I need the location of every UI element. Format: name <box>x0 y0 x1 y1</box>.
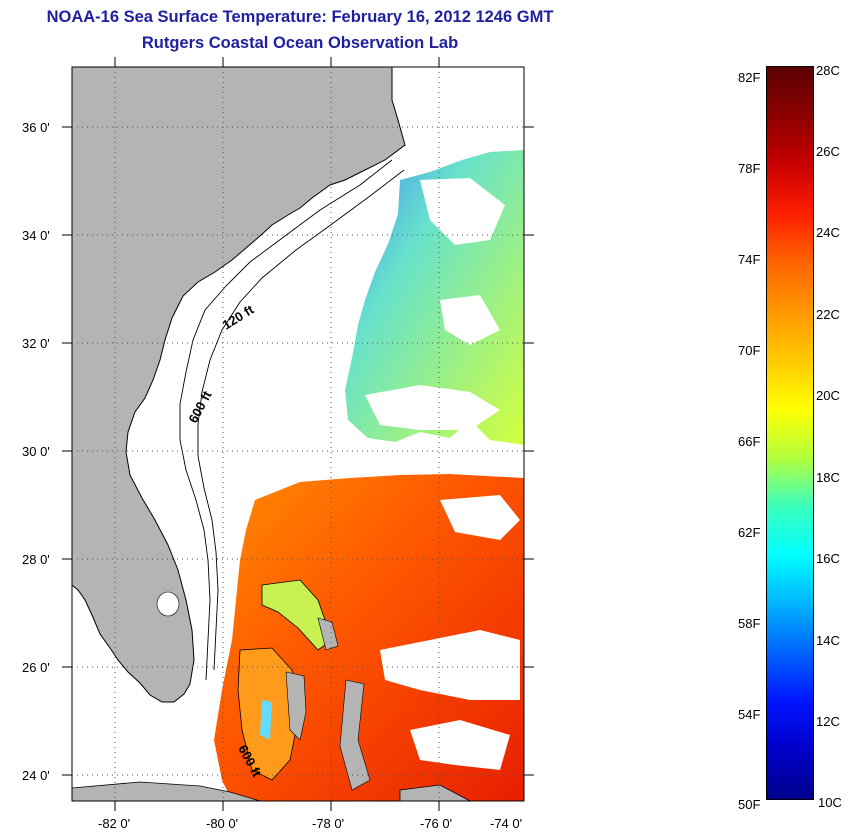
colorbar-f-label: 66F <box>738 434 761 449</box>
map-subtitle: Rutgers Coastal Ocean Observation Lab <box>141 34 459 52</box>
colorbar-f-label: 82F <box>738 70 761 85</box>
contour-label: 120 ft <box>220 301 257 332</box>
colorbar-c-label: 14C <box>816 633 840 648</box>
lat-label: 36 0' <box>22 120 50 135</box>
colorbar-c-label: 20C <box>816 388 840 403</box>
colorbar-f-label: 62F <box>738 525 761 540</box>
axis-ticks <box>62 57 534 811</box>
lat-label: 26 0' <box>22 660 50 675</box>
colorbar-f-label: 70F <box>738 343 761 358</box>
graticule <box>72 67 524 801</box>
lat-label: 34 0' <box>22 228 50 243</box>
colorbar-f-label: 78F <box>738 161 761 176</box>
colorbar-c-label: 28C <box>816 63 840 78</box>
lake-okeechobee <box>156 591 180 617</box>
colorbar-f-label: 50F <box>738 797 761 812</box>
land-mass <box>72 67 406 703</box>
colorbar-c-label: 18C <box>816 470 840 485</box>
lat-label: 28 0' <box>22 552 50 567</box>
lon-label: -80 0' <box>206 816 238 831</box>
colorbar-f-label: 58F <box>738 616 761 631</box>
contour-120ft <box>179 159 393 681</box>
colorbar-f-label: 74F <box>738 252 761 267</box>
lat-label: 24 0' <box>22 768 50 783</box>
lon-label: -74 0' <box>490 816 522 831</box>
lon-label: -82 0' <box>98 816 130 831</box>
bahamas-bank <box>261 579 333 651</box>
colorbar-c-label: 22C <box>816 307 840 322</box>
colorbar-c-label: 16C <box>816 551 840 566</box>
lon-label: -76 0' <box>420 816 452 831</box>
map-title: NOAA-16 Sea Surface Temperature: Februar… <box>46 8 554 26</box>
contour-label: 600 ft <box>185 388 215 426</box>
colorbar-c-label: 10C <box>818 795 842 810</box>
colorbar-c-label: 26C <box>816 144 840 159</box>
colorbar-f-label: 54F <box>738 707 761 722</box>
lon-label: -78 0' <box>312 816 344 831</box>
contour-600ft <box>197 169 405 671</box>
colorbar-c-label: 12C <box>816 714 840 729</box>
lat-label: 32 0' <box>22 336 50 351</box>
map-frame <box>71 66 525 802</box>
temperature-colorbar <box>766 66 814 800</box>
colorbar-c-label: 24C <box>816 225 840 240</box>
lat-label: 30 0' <box>22 444 50 459</box>
